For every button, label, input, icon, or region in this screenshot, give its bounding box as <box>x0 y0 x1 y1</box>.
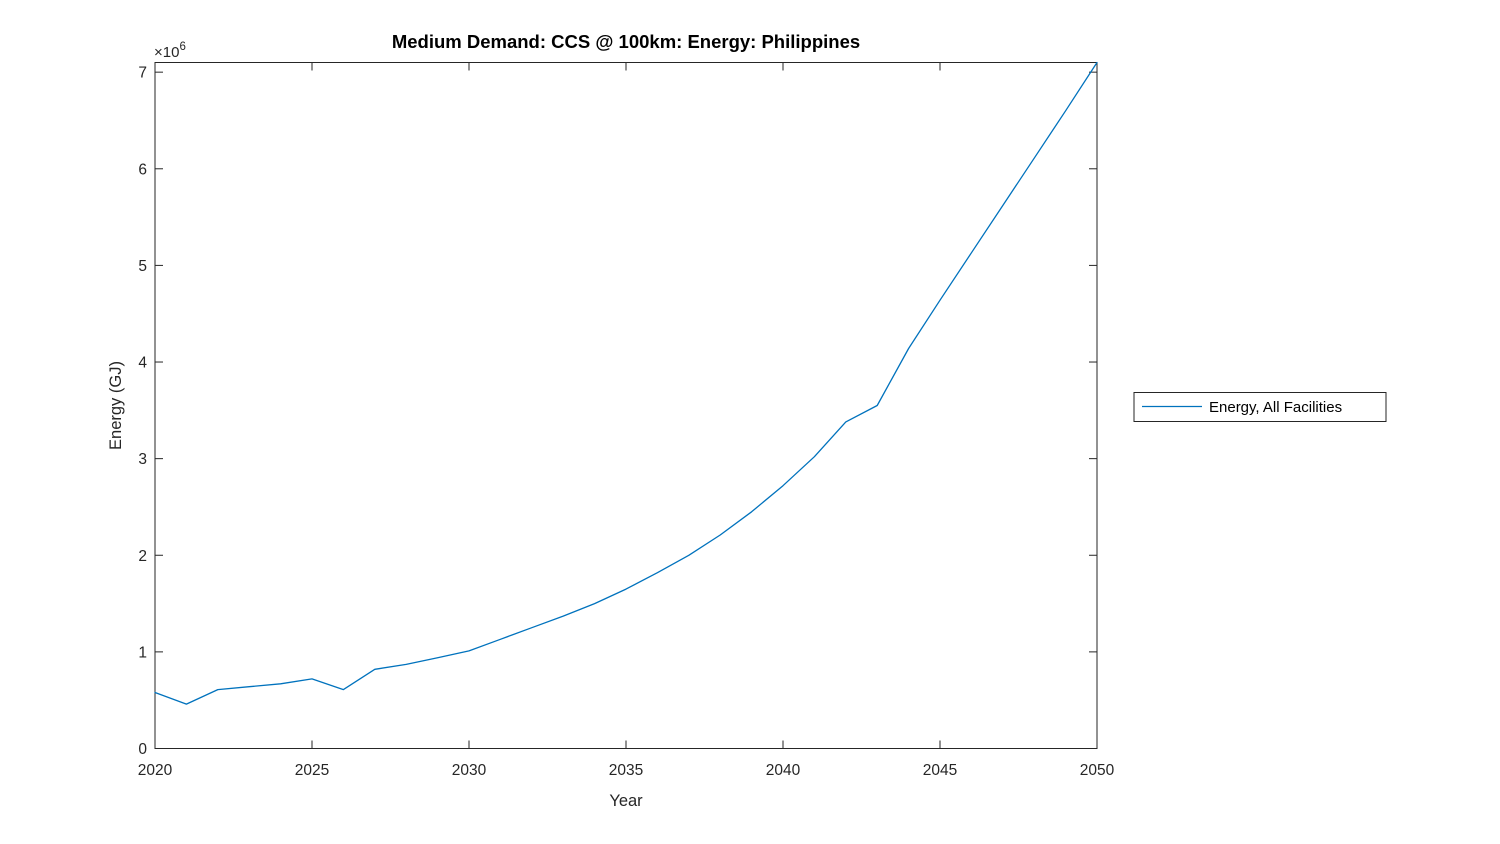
axis-tick-marks <box>154 62 1098 749</box>
legend-entry-label: Energy, All Facilities <box>1209 399 1342 416</box>
y-tick-label: 5 <box>138 258 147 275</box>
data-series <box>154 61 1098 705</box>
x-tick-label: 2035 <box>609 762 643 779</box>
x-tick-label: 2050 <box>1080 762 1115 779</box>
y-tick-label: 0 <box>138 741 147 758</box>
y-axis-exponent-label: ×106 <box>154 41 186 61</box>
y-tick-label: 7 <box>138 65 147 82</box>
x-tick-label: 2030 <box>452 762 487 779</box>
x-tick-label: 2025 <box>295 762 329 779</box>
plot-area <box>154 62 1098 749</box>
x-tick-label: 2045 <box>923 762 957 779</box>
y-axis-tick-labels: 0 1 2 3 4 5 6 7 <box>138 65 147 758</box>
x-tick-label: 2040 <box>766 762 801 779</box>
y-tick-label: 2 <box>138 548 147 565</box>
x-axis-label: Year <box>609 792 643 810</box>
x-axis-tick-labels: 2020 2025 2030 2035 2040 2045 2050 <box>138 762 1115 779</box>
chart-title: Medium Demand: CCS @ 100km: Energy: Phil… <box>392 31 860 52</box>
data-line <box>154 61 1098 705</box>
y-tick-label: 6 <box>138 161 147 178</box>
legend: Energy, All Facilities <box>1133 392 1387 422</box>
y-tick-label: 4 <box>138 355 147 372</box>
x-tick-label: 2020 <box>138 762 173 779</box>
y-tick-label: 3 <box>138 451 147 468</box>
y-tick-label: 1 <box>138 644 147 661</box>
y-axis-label: Energy (GJ) <box>107 361 125 450</box>
